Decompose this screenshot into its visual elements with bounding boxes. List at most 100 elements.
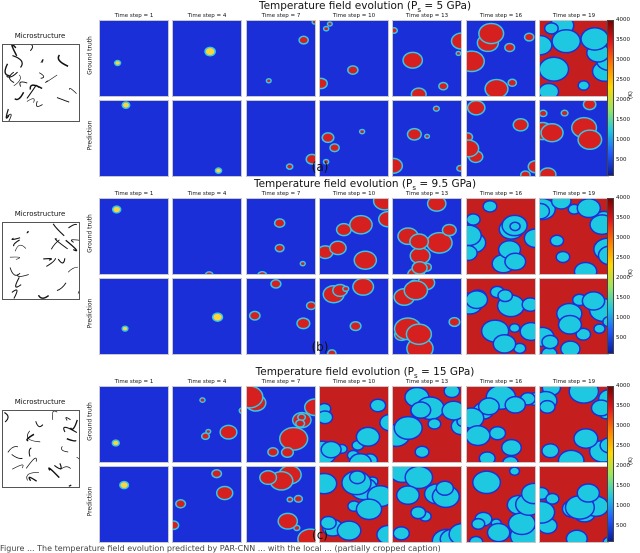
hot-spot: [411, 402, 430, 418]
temperature-map: [100, 279, 168, 354]
hot-spot: [305, 399, 315, 415]
grain-boundary: [9, 256, 20, 260]
hot-spot: [299, 37, 308, 44]
hot-spot: [567, 530, 587, 542]
panel-title: Temperature field evolution (Ps = 5 GPa): [200, 0, 530, 14]
microstructure-image: [4, 45, 77, 121]
hot-spot: [247, 387, 263, 408]
hot-spot: [444, 387, 459, 397]
hot-spot: [552, 199, 571, 209]
hot-spot: [443, 225, 456, 235]
cold-background: [173, 387, 241, 462]
grain-boundary: [26, 98, 35, 103]
ground-truth-cell: [392, 386, 462, 463]
hot-spot: [412, 262, 427, 274]
hot-spot: [394, 417, 422, 439]
hot-spot: [393, 159, 402, 173]
hot-spot: [320, 246, 333, 258]
panel-caption: (c): [312, 528, 328, 542]
hot-spot: [380, 415, 388, 430]
hot-spot: [505, 397, 525, 413]
hot-spot-halo: [204, 271, 214, 274]
grain-boundary: [26, 230, 30, 234]
hot-spot: [457, 166, 461, 171]
hot-spot: [176, 500, 185, 508]
hot-spot: [202, 433, 209, 439]
prediction-cell: [99, 278, 169, 355]
hot-spot: [220, 426, 237, 439]
hot-spot: [412, 88, 426, 96]
ground-truth-cell: [246, 386, 316, 463]
hot-spot: [603, 317, 608, 327]
microstructure-label: Microstructure: [14, 32, 66, 40]
row-label: Prediction: [86, 486, 94, 517]
temperature-map: [467, 387, 535, 462]
time-step-header: Time step = 4: [187, 191, 227, 197]
hot-spot: [338, 521, 361, 540]
hot-spot: [594, 324, 605, 333]
colorbar-tick: 1000: [616, 315, 630, 321]
grain-boundary: [54, 238, 68, 250]
hot-spot: [267, 79, 271, 83]
grain-boundary: [9, 71, 15, 83]
time-step-header: Time step = 10: [332, 191, 376, 197]
hot-spot: [505, 253, 525, 270]
grain-boundary: [12, 54, 23, 68]
cold-background: [173, 21, 241, 96]
grain-boundary: [26, 433, 35, 442]
grain-boundary: [69, 419, 78, 430]
hot-spot: [354, 252, 376, 269]
time-step-header: Time step = 19: [552, 191, 596, 197]
grain-boundary: [76, 457, 79, 460]
grain-boundary: [65, 417, 71, 421]
hot-spot: [415, 447, 429, 457]
microstructure-image: [9, 223, 79, 299]
temperature-map: [393, 467, 461, 542]
grain-boundary: [19, 81, 28, 87]
temperature-map: [173, 101, 241, 176]
hot-spot: [322, 133, 334, 142]
microstructure-image: [4, 411, 79, 487]
panel-c: Temperature field evolution (Ps = 15 GPa…: [0, 366, 640, 544]
row-label: Ground truth: [86, 214, 94, 253]
hot-spot: [282, 448, 293, 457]
hot-spot: [467, 140, 478, 157]
hot-spot: [371, 399, 385, 411]
temperature-map: [540, 199, 608, 274]
hot-spot: [562, 111, 568, 116]
panel-b: Temperature field evolution (Ps = 9.5 GP…: [0, 178, 640, 356]
prediction-cell: [99, 466, 169, 543]
ground-truth-cell: [99, 20, 169, 97]
colorbar-tick: 2500: [616, 77, 630, 83]
hot-spot: [540, 168, 556, 176]
panel-caption: (a): [311, 160, 329, 174]
grain-boundary: [14, 91, 25, 101]
hot-spot: [583, 292, 604, 310]
temperature-map: [320, 387, 388, 462]
hot-spot: [120, 482, 128, 488]
hot-spot: [456, 52, 460, 55]
cold-background: [247, 101, 315, 176]
prediction-cell: [319, 100, 389, 177]
hot-spot: [428, 419, 440, 429]
hot-spot: [540, 401, 555, 413]
hot-spot: [205, 48, 215, 56]
hot-spot: [452, 33, 461, 49]
ground-truth-cell: [392, 198, 462, 275]
temperature-map: [100, 21, 168, 96]
row-label: Prediction: [86, 298, 94, 329]
hot-spot: [578, 199, 600, 217]
time-step-header: Time step = 19: [552, 13, 596, 19]
colorbar: [607, 386, 614, 542]
ground-truth-cell: [172, 386, 242, 463]
temperature-map: [247, 21, 315, 96]
grain-boundary: [45, 74, 58, 83]
hot-spot: [513, 119, 528, 131]
time-step-header: Time step = 16: [479, 191, 523, 197]
grain-boundary: [26, 472, 39, 481]
colorbar-unit: (K): [627, 91, 634, 99]
hot-spot: [213, 313, 222, 321]
hot-spot: [540, 111, 547, 116]
hot-spot: [328, 22, 332, 26]
grain-boundary: [77, 290, 79, 294]
